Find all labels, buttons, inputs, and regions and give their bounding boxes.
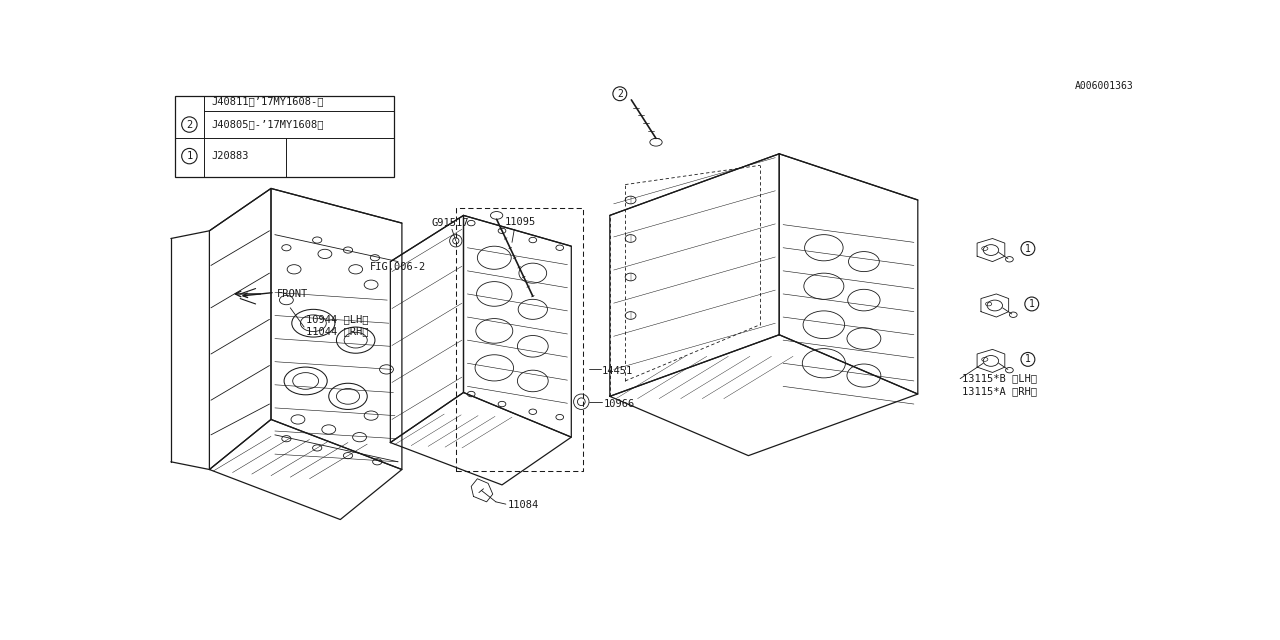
Text: J40805（-’17MY1608）: J40805（-’17MY1608） — [211, 120, 324, 129]
Text: 2: 2 — [187, 120, 192, 129]
Text: FRONT: FRONT — [278, 289, 308, 299]
Bar — [175, 96, 394, 177]
Text: 11084: 11084 — [507, 500, 539, 510]
Text: 2: 2 — [617, 89, 623, 99]
Text: 13115*A 〈RH〉: 13115*A 〈RH〉 — [961, 386, 1037, 396]
Text: 1: 1 — [1029, 299, 1034, 309]
Text: 11044 〈RH〉: 11044 〈RH〉 — [306, 326, 369, 336]
Text: 11095: 11095 — [504, 216, 535, 227]
Text: 14451: 14451 — [602, 366, 634, 376]
Text: J20883: J20883 — [211, 151, 250, 161]
Text: FIG.006-2: FIG.006-2 — [370, 262, 426, 272]
Text: 10966: 10966 — [604, 399, 635, 409]
Text: G91517: G91517 — [431, 218, 468, 228]
Text: J40811（’17MY1608-）: J40811（’17MY1608-） — [211, 97, 324, 106]
Text: A006001363: A006001363 — [1075, 81, 1133, 91]
Text: 1: 1 — [187, 151, 192, 161]
Text: 1: 1 — [1025, 243, 1030, 253]
Text: 10944 〈LH〉: 10944 〈LH〉 — [306, 314, 369, 324]
Text: 1: 1 — [1025, 355, 1030, 364]
Text: 13115*B 〈LH〉: 13115*B 〈LH〉 — [961, 374, 1037, 383]
